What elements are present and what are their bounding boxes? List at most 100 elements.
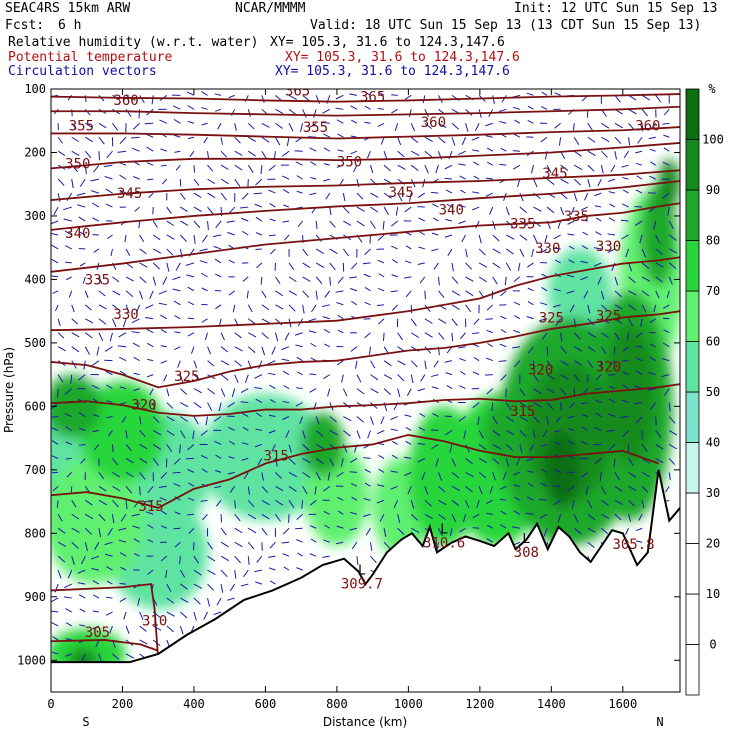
circulation-vector	[560, 374, 569, 380]
field2-title: Potential temperature	[8, 50, 173, 65]
circulation-vector	[515, 458, 521, 466]
circulation-vector	[404, 414, 412, 418]
circulation-vector	[424, 290, 426, 300]
circulation-vector	[478, 262, 488, 268]
circulation-vector	[471, 149, 480, 152]
circulation-vector	[540, 302, 548, 306]
circulation-vector	[125, 653, 135, 659]
circulation-vector	[485, 192, 493, 197]
circulation-vector	[288, 276, 297, 283]
circulation-vector	[84, 290, 89, 299]
x-tick-label: 0	[47, 697, 54, 711]
circulation-vector	[614, 151, 617, 160]
axes: 100 200 300 400 500 600 700 800 900 1000 0 200 400 60…	[17, 82, 680, 711]
circulation-vector	[109, 625, 113, 634]
circulation-vector	[405, 290, 412, 298]
circulation-vector	[492, 262, 501, 269]
circulation-vector	[554, 259, 561, 264]
header-fcst-value: 6 h	[58, 18, 82, 33]
circulation-vector	[220, 527, 227, 536]
circulation-vector	[526, 316, 534, 320]
circulation-vector	[179, 430, 186, 439]
circulation-vector	[628, 471, 637, 478]
circulation-vector	[451, 318, 458, 326]
circulation-vector	[489, 206, 494, 215]
contour-label: 365	[360, 90, 385, 106]
circulation-vector	[51, 440, 59, 445]
circulation-vector	[254, 387, 262, 390]
circulation-vector	[315, 220, 318, 230]
circulation-vector	[84, 542, 88, 551]
circulation-vector	[188, 497, 195, 501]
circulation-vector	[476, 500, 480, 508]
circulation-vector	[554, 122, 561, 129]
circulation-vector	[309, 373, 317, 376]
field3-title: Circulation vectors	[8, 64, 157, 79]
circulation-vector	[240, 388, 249, 394]
circulation-vector	[71, 122, 77, 130]
circulation-vector	[98, 276, 103, 285]
circulation-vector	[117, 150, 127, 153]
circulation-vector	[487, 342, 493, 348]
circulation-vector	[158, 290, 167, 295]
humidity-region	[658, 158, 680, 210]
circulation-vector	[622, 371, 629, 376]
circulation-vector	[610, 164, 616, 173]
circulation-vector	[166, 262, 170, 272]
circulation-vector	[555, 318, 562, 327]
circulation-vector	[324, 524, 331, 529]
circulation-vector	[310, 176, 317, 180]
circulation-vector	[125, 248, 131, 257]
x-tick-label: 200	[112, 697, 134, 711]
circulation-vector	[473, 161, 480, 166]
circulation-vector	[125, 430, 128, 439]
circulation-vector	[78, 374, 86, 381]
circulation-vector	[486, 388, 494, 395]
circulation-vector	[65, 638, 72, 641]
circulation-vector	[179, 556, 181, 565]
circulation-vector	[668, 416, 676, 424]
field1-xy: XY= 105.3, 31.6 to 124.3,147.6	[270, 35, 505, 50]
circulation-vector	[310, 357, 317, 362]
contour-label: 360	[421, 115, 446, 131]
circulation-vector	[288, 471, 298, 478]
circulation-vector	[57, 332, 65, 339]
circulation-vector	[641, 248, 647, 258]
circulation-vector	[323, 147, 331, 152]
circulation-vector	[606, 429, 615, 432]
circulation-vector	[146, 162, 154, 166]
circulation-vector	[248, 513, 257, 520]
contour-label: 340	[439, 203, 464, 219]
circulation-vector	[313, 109, 317, 118]
circulation-vector	[587, 164, 595, 172]
circulation-vector	[139, 430, 146, 438]
circulation-vector	[311, 304, 317, 313]
low-marker: L	[358, 564, 366, 579]
circulation-vector	[288, 123, 294, 132]
circulation-vector	[445, 430, 453, 436]
circulation-vector	[431, 444, 439, 449]
circulation-vector	[79, 178, 86, 187]
circulation-vector	[302, 109, 307, 118]
colorbar-label: 60	[706, 335, 720, 349]
circulation-vector	[601, 304, 609, 312]
circulation-vector	[513, 510, 521, 515]
circulation-vector	[663, 304, 670, 309]
circulation-vector	[161, 178, 168, 185]
circulation-vector	[397, 514, 401, 523]
circulation-vector	[297, 552, 303, 557]
circulation-vector	[275, 485, 284, 492]
circulation-vector	[234, 500, 236, 509]
circulation-vector	[628, 122, 635, 131]
circulation-vector	[500, 290, 507, 297]
circulation-vector	[186, 274, 195, 278]
circulation-vector	[600, 165, 604, 174]
circulation-vector	[146, 146, 154, 152]
circulation-vector	[526, 262, 534, 268]
circulation-vector	[393, 500, 399, 508]
circulation-vector	[397, 374, 405, 382]
circulation-vector	[322, 108, 331, 114]
circulation-vector	[539, 513, 548, 519]
circulation-vector	[282, 370, 290, 376]
circulation-vector	[648, 136, 656, 140]
